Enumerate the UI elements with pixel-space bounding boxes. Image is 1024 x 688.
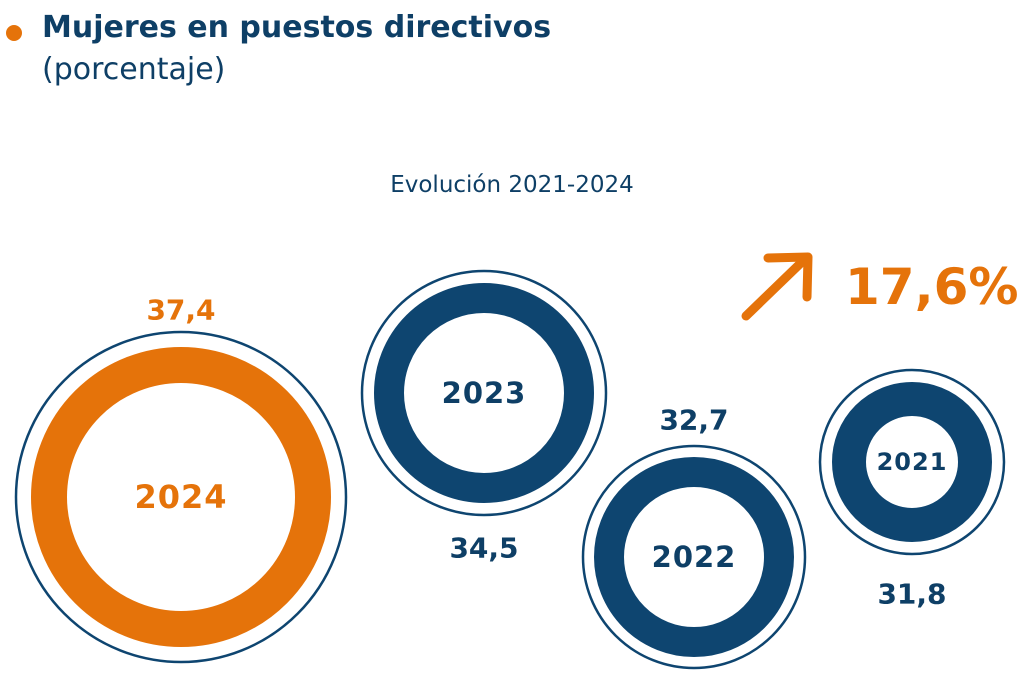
growth-value: 17,6% <box>845 258 1019 316</box>
bullet-icon <box>6 25 22 41</box>
bubble-ring-2024 <box>31 347 331 647</box>
value-label-2023: 34,5 <box>449 532 518 565</box>
value-label-2024: 37,4 <box>146 294 215 327</box>
value-label-2021: 31,8 <box>877 578 946 611</box>
year-label-2022: 2022 <box>652 540 737 574</box>
year-label-2024: 2024 <box>134 478 227 516</box>
bubble-ring-2022 <box>594 457 794 657</box>
arrow-head-icon <box>763 252 813 302</box>
year-label-2021: 2021 <box>877 448 948 476</box>
bubble-ring-2023 <box>374 283 594 503</box>
year-label-2023: 2023 <box>442 376 527 410</box>
value-label-2022: 32,7 <box>659 404 728 437</box>
bubble-outline-2024 <box>14 330 348 664</box>
chart-subtitle: (porcentaje) <box>42 52 226 87</box>
bubble-outline-2022 <box>581 444 807 670</box>
arrow-up-right-icon <box>741 253 811 321</box>
evolution-label: Evolución 2021-2024 <box>390 172 634 198</box>
chart-title: Mujeres en puestos directivos <box>42 10 552 45</box>
bubble-ring-2021 <box>832 382 992 542</box>
bubble-outline-2021 <box>818 368 1006 556</box>
bubble-outline-2023 <box>360 269 608 517</box>
